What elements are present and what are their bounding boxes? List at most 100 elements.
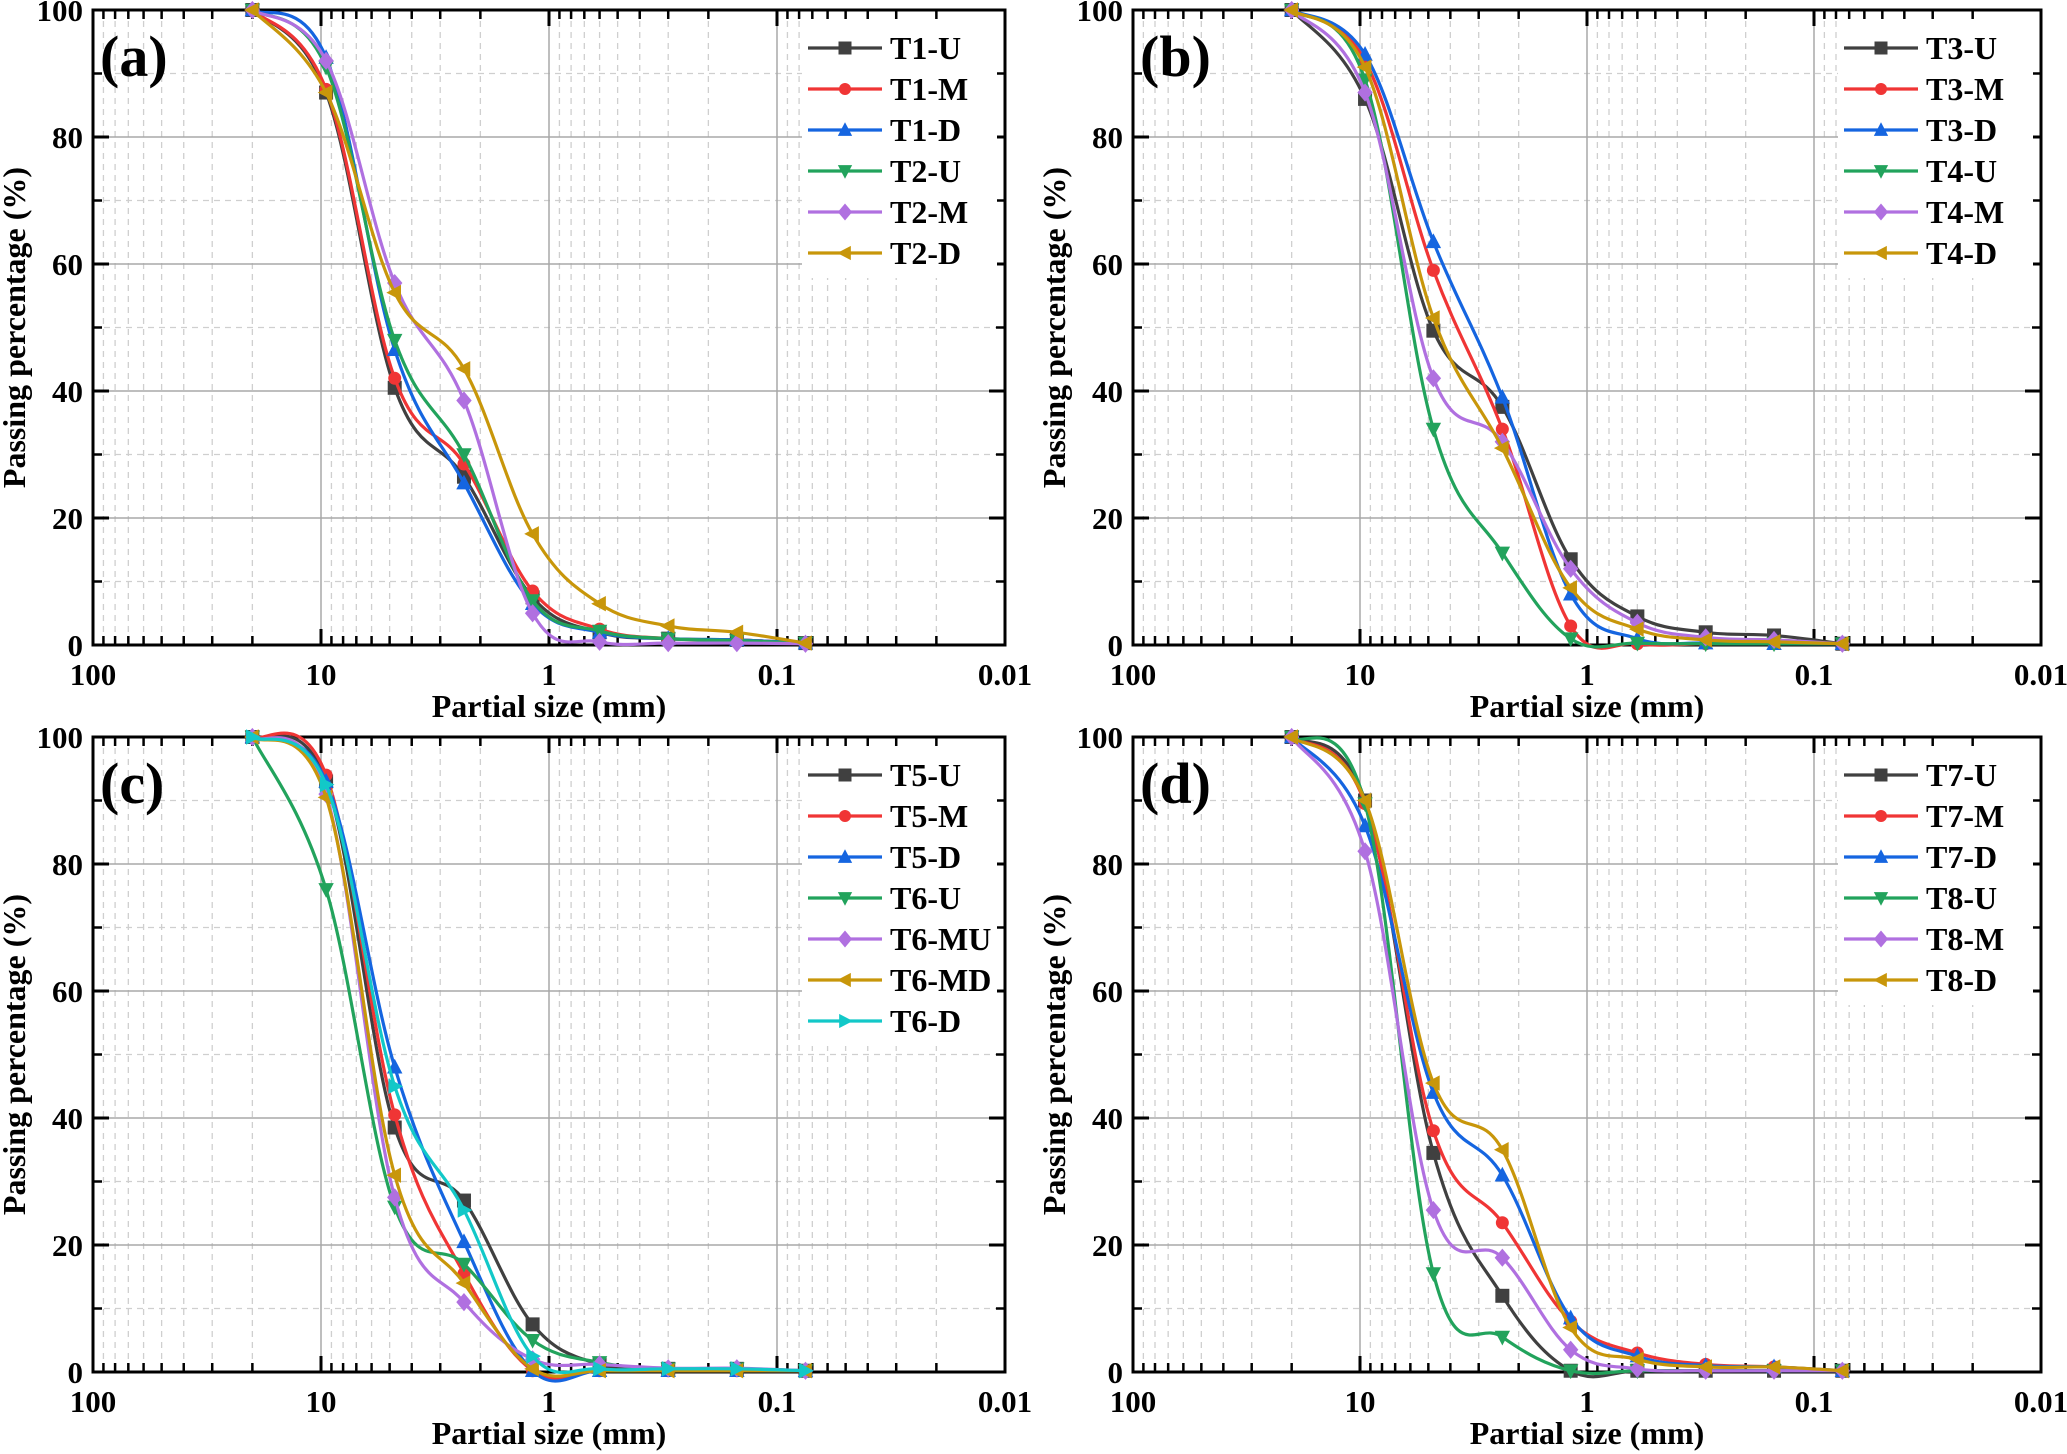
legend-label: T5-U [890,757,961,793]
data-point [1765,1359,1781,1375]
y-tick-label: 60 [1092,247,1123,282]
y-axis-title: Passing percentage (%) [1036,167,1072,488]
data-point [1697,1359,1712,1375]
legend-label: T7-U [1926,757,1997,793]
data-point [1426,1124,1440,1138]
series-t5-u [245,730,813,1378]
data-point [388,1108,402,1122]
data-point [524,1361,539,1377]
data-point [525,1317,540,1332]
data-point [660,633,676,653]
legend-label: T6-U [890,880,961,916]
y-tick-label: 0 [68,628,84,663]
legend-marker [837,849,853,863]
x-tick-label: 0.1 [1795,1384,1834,1419]
y-tick-label: 80 [52,847,83,882]
data-point [524,604,541,623]
data-point [1629,1359,1646,1378]
data-point [387,1200,403,1216]
data-point [591,596,606,612]
data-point [455,1275,471,1291]
legend-item: T1-M [808,71,968,107]
legend-label: T8-D [1926,962,1997,998]
data-point [1425,1267,1442,1282]
y-tick-label: 60 [52,247,83,282]
y-tick-label: 0 [1108,628,1124,663]
x-tick-label: 10 [1345,1384,1376,1419]
data-point [246,729,261,745]
series-line [251,8,806,647]
legend-label: T6-MU [890,921,991,957]
legend-item: T4-D [1844,235,1997,271]
series-t6-d [246,729,814,1379]
legend-label: T6-MD [890,962,991,998]
data-point [1628,621,1644,637]
data-point [1562,559,1579,578]
legend-background [802,20,997,278]
legend-label: T2-D [890,235,961,271]
series-line [251,735,806,1378]
data-point [1494,388,1511,404]
legend-item: T6-U [808,880,961,916]
data-point [456,1293,472,1312]
series-line [1290,8,1843,649]
data-point [388,1078,404,1094]
y-tick-label: 100 [37,720,84,755]
legend-item: T7-M [1844,798,2004,834]
legend-label: T4-D [1926,235,1997,271]
y-tick-label: 20 [52,1228,83,1263]
data-point [457,1202,473,1218]
data-point [1564,619,1578,633]
data-point [1833,1363,1849,1379]
legend-label: T4-M [1926,194,2004,230]
legend-marker [838,41,852,55]
legend-label: T3-D [1926,112,1997,148]
legend-label: T4-U [1926,153,1997,189]
legend-marker [1873,930,1889,948]
y-tick-label: 100 [1077,0,1124,28]
series-line [251,8,806,645]
legend-marker [1873,122,1889,136]
legend-item: T7-U [1844,757,1997,793]
data-point [243,2,259,18]
data-point [387,333,403,349]
legend-label: T3-M [1926,71,2004,107]
series-t4-d [1283,2,1849,652]
legend-label: T1-M [890,71,968,107]
x-tick-label: 100 [1110,1384,1157,1419]
data-point [1283,2,1298,18]
x-tick-label: 0.1 [758,1384,797,1419]
panel-1: 100 10 1 0.1 0.01 0 20 40 60 80 100 Partial size (m… [1036,0,2067,724]
x-tick-label: 100 [70,1384,117,1419]
y-tick-label: 20 [52,501,83,536]
data-point [524,594,541,609]
legend-item: T4-U [1844,153,1997,189]
legend-marker [839,810,851,822]
y-tick-label: 80 [1092,847,1123,882]
legend-marker [1875,810,1887,822]
data-point [730,1361,746,1377]
data-point [456,1233,472,1249]
data-point [1357,842,1373,861]
data-point [318,883,334,898]
panel-label: (d) [1140,751,1211,816]
data-point [1494,432,1511,451]
y-tick-label: 40 [1092,374,1123,409]
x-tick-label: 0.01 [2014,657,2067,692]
data-point [1629,636,1646,652]
series-t8-d [1283,729,1849,1379]
x-tick-label: 1 [541,657,557,692]
data-point [1495,1288,1510,1303]
data-point [386,284,402,301]
x-tick-label: 100 [70,657,117,692]
legend-item: T6-MD [808,962,991,998]
data-point [455,361,471,377]
legend-label: T7-D [1926,839,1997,875]
data-point [318,51,334,70]
legend-marker [837,930,853,948]
data-point [1494,1330,1511,1346]
data-point [317,84,333,101]
x-tick-label: 1 [1579,657,1595,692]
legend-item: T8-D [1844,962,1997,998]
